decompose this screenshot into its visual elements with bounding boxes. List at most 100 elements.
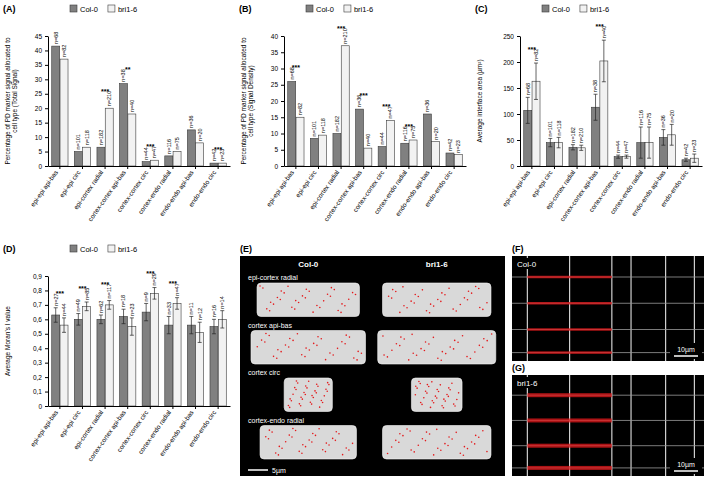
n-label: n=11 [188,302,194,314]
pd-signal-dot [309,349,311,351]
pd-signal-dot [281,448,283,450]
error-bar-cap [670,145,674,146]
pd-signal-dot [415,394,417,396]
pd-signal-dot [426,431,428,433]
plot-area [288,46,463,166]
legend: Col-0bri1-6 [542,5,609,14]
bar [105,108,113,166]
error-bar-cap [152,287,156,288]
bar [196,143,204,166]
pd-signal-dot [333,289,335,291]
y-tick-mark [45,319,48,320]
n-label: n=44 [61,303,67,315]
bar [310,138,318,166]
x-tick-mark [341,166,342,169]
y-tick-mark [517,88,520,89]
y-tick-mark [281,117,284,118]
y-tick: 100 [503,111,520,118]
y-tick: 25 [271,81,284,88]
y-tick: 0 [38,163,48,170]
n-label: n=47 [623,141,629,153]
plot-area [52,46,227,166]
x-tick-mark [59,406,60,409]
y-tick: 0,6 [33,316,48,323]
pd-signal-dot [304,356,306,358]
image-background [240,256,505,476]
image-panel: (G)bri1-610µm [512,363,704,476]
y-tick-label: 0 [38,403,42,410]
pd-signal-dot [331,287,333,289]
pd-signal-dot [322,402,324,404]
y-axis-line [520,37,521,167]
y-tick-label: 5 [274,146,278,153]
pd-signal-dot [326,442,328,444]
error-bar [62,318,66,332]
y-tick-mark [45,406,48,407]
x-tick-mark [127,166,128,169]
pd-signal-dot [341,303,343,305]
x-tick: cortex-cortex api-bas [86,166,128,223]
pd-signal-dot [283,292,285,294]
error-bar-cap [579,145,583,146]
panel-label: (B) [239,4,252,14]
n-label: n=101 [547,121,553,136]
pd-signal-dot [344,343,346,345]
y-axis-line [48,37,49,167]
x-tick-mark [295,166,296,169]
y-tick-label: 25 [271,81,279,88]
pd-signal-dot [416,354,418,356]
scale-bar-label: 10µm [677,461,695,469]
y-tick-mark [281,69,284,70]
pd-signal-dot [314,390,316,392]
error-bar-cap [526,123,530,124]
x-tick-label: endo-endo api-bas [158,168,196,218]
y-tick: 20 [35,105,48,112]
y-tick-mark [281,85,284,86]
bar [341,46,349,166]
x-tick-mark [127,406,128,409]
y-tick-label: 10 [271,130,279,137]
y-tick-mark [45,377,48,378]
n-labels: n=27n=49n=62n=18n=9n=33n=11n=16n=44n=85n… [53,273,226,320]
n-label: n=44 [379,132,385,144]
bar [577,148,585,166]
pd-signal-dot [261,339,263,341]
pd-signal-dot [449,389,451,391]
legend: Col-0bri1-6 [70,245,137,254]
pd-signal-dot [388,295,390,297]
y-tick-label: 35 [271,49,279,56]
error-bar-cap [189,333,193,334]
y-tick-label: 20 [271,98,279,105]
x-axis-line [521,166,703,167]
significance-mark: *** [405,123,413,130]
legend-label: bri1-6 [118,5,137,14]
pd-signal-dot [319,307,321,309]
n-label: n=23 [455,140,461,152]
pd-signal-dot [482,309,484,311]
cell-wall [569,375,570,476]
pd-signal-dot [335,440,337,442]
error-bar-cap [212,319,216,320]
n-labels: n=68n=101n=182n=38n=44n=116n=36n=42n=82n… [525,26,698,156]
x-tick-label: epi-epi circ [294,168,319,199]
error-bar-stem [168,316,169,333]
pd-signal-dot [430,407,432,409]
y-tick: 25 [35,90,48,97]
pd-signal-dot [431,381,433,383]
y-axis-title: Average Moran's I value [4,306,12,376]
error-bar-stem [618,155,619,158]
legend-swatch [108,5,115,12]
y-tick: 250 [503,33,520,40]
y-tick-label: 0,6 [33,316,42,323]
x-tick-label: endo-endo api-bas [630,168,668,218]
y-tick: 0,2 [33,374,48,381]
x-tick-mark [150,166,151,169]
pd-signal-band [527,276,611,279]
bar [128,327,136,406]
pd-signal-dot [273,356,275,358]
pd-signal-dot [464,297,466,299]
y-tick-mark [517,166,520,167]
error-bar-stem [603,40,604,82]
pd-signal-dot [451,438,453,440]
n-label: n=20 [197,128,203,140]
